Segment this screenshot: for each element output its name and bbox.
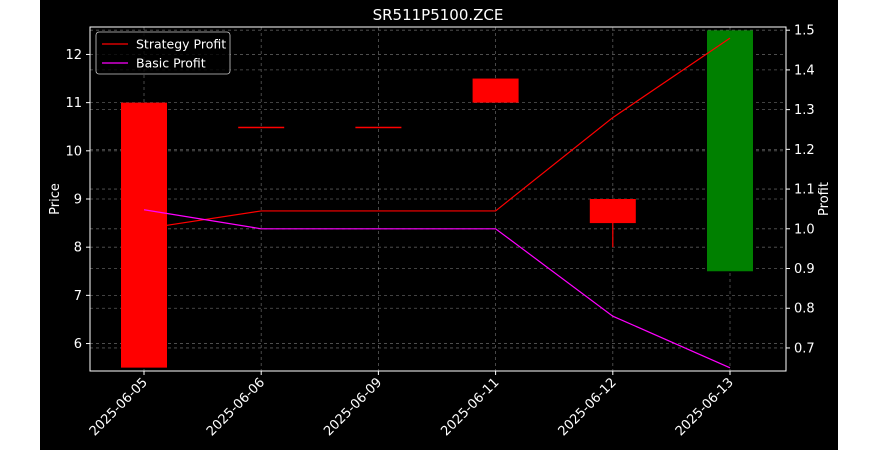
- x-tick-label: 2025-06-12: [556, 375, 620, 439]
- x-tick-label: 2025-06-06: [204, 375, 268, 439]
- left-tick-label: 9: [74, 193, 82, 208]
- right-tick-label: 1.5: [794, 24, 815, 39]
- chart-svg: 6 7 8 9 10 11 12 0.7 0.8 0.9 1.0 1.1 1.2 1.3 1.4 1.5 2…: [48, 6, 832, 439]
- left-tick-label: 8: [74, 241, 82, 256]
- y2-axis-label: Profit: [817, 182, 832, 216]
- right-tick-label: 0.8: [794, 302, 815, 317]
- series-line: [143, 37, 731, 230]
- series-line: [143, 209, 731, 369]
- candle-body: [707, 30, 753, 272]
- left-axis-ticks: 6 7 8 9 10 11 12: [65, 48, 90, 352]
- candle-body: [238, 126, 285, 129]
- x-axis-ticks: 2025-06-05 2025-06-06 2025-06-09 2025-06-11…: [87, 371, 737, 439]
- profit-lines: [143, 37, 731, 369]
- candle-body: [121, 102, 167, 368]
- candle-body: [589, 199, 636, 224]
- candles: [121, 30, 753, 368]
- legend-box: [95, 31, 231, 75]
- right-tick-label: 1.3: [794, 103, 815, 118]
- x-tick-label: 2025-06-09: [321, 375, 385, 439]
- left-tick-label: 7: [74, 289, 82, 304]
- chart-title: SR511P5100.ZCE: [373, 6, 504, 24]
- legend: Strategy Profit Basic Profit: [95, 31, 231, 75]
- left-tick-label: 6: [74, 337, 82, 352]
- grid-lines: [90, 27, 786, 371]
- legend-label: Strategy Profit: [136, 37, 226, 52]
- right-tick-label: 0.9: [794, 262, 815, 277]
- right-tick-label: 1.0: [794, 222, 815, 237]
- left-tick-label: 10: [65, 144, 82, 159]
- x-tick-label: 2025-06-13: [673, 375, 737, 439]
- left-tick-label: 11: [65, 96, 82, 111]
- right-tick-label: 0.7: [794, 341, 815, 356]
- x-tick-label: 2025-06-05: [87, 375, 151, 439]
- right-tick-label: 1.2: [794, 143, 815, 158]
- x-tick-label: 2025-06-11: [438, 375, 502, 439]
- candle-body: [472, 78, 519, 103]
- y-axis-label: Price: [48, 183, 63, 215]
- chart-figure: 6 7 8 9 10 11 12 0.7 0.8 0.9 1.0 1.1 1.2 1.3 1.4 1.5 2…: [40, 0, 838, 450]
- legend-label: Basic Profit: [136, 56, 206, 71]
- candle-body: [355, 126, 402, 129]
- left-tick-label: 12: [65, 48, 82, 63]
- right-axis-ticks: 0.7 0.8 0.9 1.0 1.1 1.2 1.3 1.4 1.5: [786, 24, 815, 356]
- right-tick-label: 1.1: [794, 183, 815, 198]
- right-tick-label: 1.4: [794, 63, 815, 78]
